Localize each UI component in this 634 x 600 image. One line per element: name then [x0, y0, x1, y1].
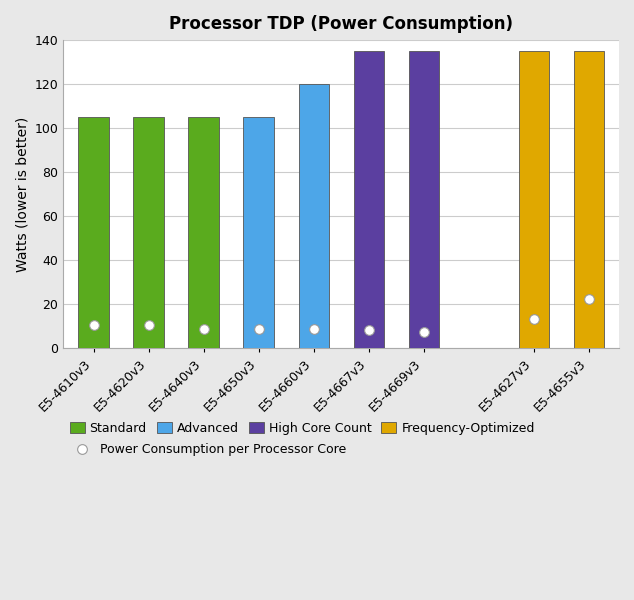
- Bar: [519, 51, 549, 349]
- Bar: [188, 117, 219, 349]
- Y-axis label: Watts (lower is better): Watts (lower is better): [15, 116, 29, 272]
- Bar: [408, 51, 439, 349]
- Bar: [243, 117, 274, 349]
- Legend: Power Consumption per Processor Core: Power Consumption per Processor Core: [70, 443, 346, 456]
- Bar: [79, 117, 108, 349]
- Bar: [133, 117, 164, 349]
- Bar: [354, 51, 384, 349]
- Bar: [299, 84, 329, 349]
- Title: Processor TDP (Power Consumption): Processor TDP (Power Consumption): [169, 15, 513, 33]
- Bar: [574, 51, 604, 349]
